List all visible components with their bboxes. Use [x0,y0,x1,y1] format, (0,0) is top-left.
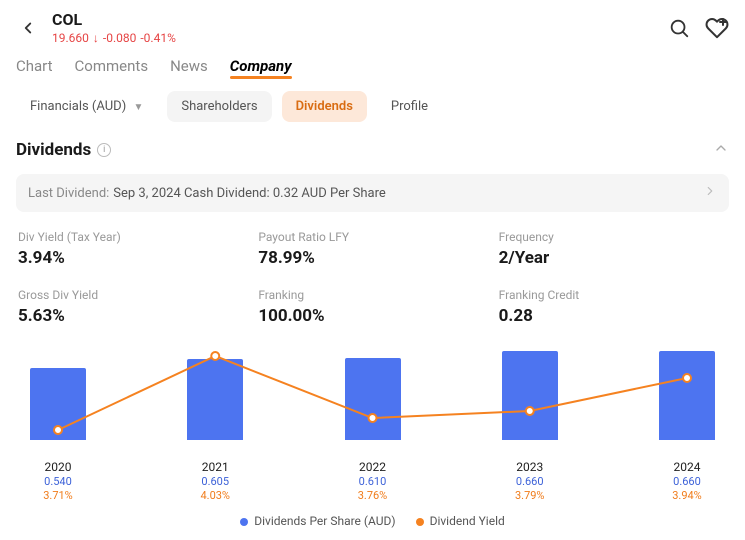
price: 19.660 [52,31,89,45]
yield-label: 3.76% [343,489,403,502]
price-change-pct: -0.41% [140,31,176,45]
tab-chart[interactable]: Chart [16,57,53,75]
year-label: 2023 [500,460,560,474]
metric-value: 78.99% [258,248,486,268]
metric-label: Div Yield (Tax Year) [18,230,246,244]
x-axis-col: 20220.6103.76% [343,460,403,502]
metric-franking-credit: Franking Credit 0.28 [499,288,727,326]
last-dividend-banner[interactable]: Last Dividend: Sep 3, 2024 Cash Dividend… [16,174,729,212]
legend-dot-blue [240,518,248,526]
metric-label: Franking Credit [499,288,727,302]
back-button[interactable] [14,14,42,42]
metric-frequency: Frequency 2/Year [499,230,727,268]
subtab-dividends[interactable]: Dividends [282,91,367,122]
yield-label: 3.71% [28,489,88,502]
dps-label: 0.610 [343,475,403,488]
metric-value: 0.28 [499,306,727,326]
metric-value: 5.63% [18,306,246,326]
x-axis-col: 20200.5403.71% [28,460,88,502]
year-label: 2020 [28,460,88,474]
tab-news[interactable]: News [170,57,208,75]
price-change: -0.080 [103,31,136,45]
legend-dps-label: Dividends Per Share (AUD) [254,514,395,528]
metric-label: Franking [258,288,486,302]
year-label: 2022 [343,460,403,474]
dps-label: 0.540 [28,475,88,488]
x-axis-col: 20230.6603.79% [500,460,560,502]
main-tabs: Chart Comments News Company [0,49,745,81]
year-label: 2021 [185,460,245,474]
metric-payout: Payout Ratio LFY 78.99% [258,230,486,268]
year-label: 2024 [657,460,717,474]
dps-label: 0.660 [657,475,717,488]
ticker-block: COL 19.660 ↓ -0.080 -0.41% [52,10,176,45]
banner-label: Last Dividend: [28,186,109,201]
chart-legend: Dividends Per Share (AUD) Dividend Yield [0,502,745,534]
legend-yield: Dividend Yield [416,514,505,528]
subtab-profile[interactable]: Profile [377,91,442,122]
dps-label: 0.660 [500,475,560,488]
tab-company[interactable]: Company [230,57,292,75]
add-watchlist-button[interactable] [703,14,731,42]
dps-label: 0.605 [185,475,245,488]
subtab-shareholders[interactable]: Shareholders [167,91,271,122]
banner-value: Sep 3, 2024 Cash Dividend: 0.32 AUD Per … [113,186,385,201]
down-arrow-icon: ↓ [93,31,99,45]
x-axis-col: 20240.6603.94% [657,460,717,502]
tab-comments[interactable]: Comments [75,57,149,75]
subtab-financials-label: Financials (AUD) [30,99,126,114]
metric-label: Payout Ratio LFY [258,230,486,244]
sub-tabs: Financials (AUD) ▼ Shareholders Dividend… [0,81,745,126]
legend-yield-label: Dividend Yield [430,514,505,528]
legend-dot-orange [416,518,424,526]
metric-gross-yield: Gross Div Yield 5.63% [18,288,246,326]
subtab-financials[interactable]: Financials (AUD) ▼ [16,91,157,122]
metric-franking: Franking 100.00% [258,288,486,326]
search-button[interactable] [665,14,693,42]
yield-label: 3.79% [500,489,560,502]
metrics-grid: Div Yield (Tax Year) 3.94% Payout Ratio … [0,212,745,334]
chevron-down-icon: ▼ [133,102,143,113]
metric-div-yield: Div Yield (Tax Year) 3.94% [18,230,246,268]
metric-value: 2/Year [499,248,727,268]
info-icon[interactable]: i [97,143,111,157]
yield-label: 3.94% [657,489,717,502]
collapse-toggle[interactable] [713,140,729,160]
chevron-right-icon [703,184,717,202]
x-axis-col: 20210.6054.03% [185,460,245,502]
metric-value: 3.94% [18,248,246,268]
metric-label: Gross Div Yield [18,288,246,302]
metric-value: 100.00% [258,306,486,326]
section-title: Dividends [16,140,91,160]
yield-label: 4.03% [185,489,245,502]
dividend-chart: 20200.5403.71%20210.6054.03%20220.6103.7… [0,334,745,502]
legend-dps: Dividends Per Share (AUD) [240,514,395,528]
ticker-symbol: COL [52,10,82,29]
metric-label: Frequency [499,230,727,244]
